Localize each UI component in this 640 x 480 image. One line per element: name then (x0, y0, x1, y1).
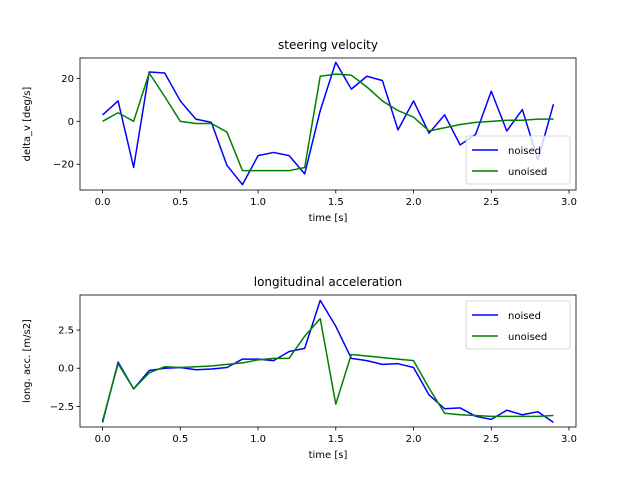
axes-frame (79, 294, 577, 428)
y-tick-label: 0 (68, 117, 74, 128)
legend-label: unoised (508, 332, 547, 343)
legend-label: noised (508, 311, 541, 322)
x-tick-label: 2.5 (483, 197, 499, 208)
x-tick-label: 1.5 (328, 197, 344, 208)
legend-label: noised (508, 146, 541, 157)
legend-box (465, 135, 571, 185)
x-tick-label: 3.0 (561, 197, 577, 208)
legend-label: unoised (508, 167, 547, 178)
y-axis-label: long. acc. [m/s2] (22, 319, 33, 403)
x-tick-label: 0.5 (172, 434, 188, 445)
x-tick-label: 0.5 (172, 197, 188, 208)
chart-panel-1: 0.0 0.5 1.0 1.5 2.0 2.5 3.0 −2.5 0.0 2.5 longitudi… (22, 275, 577, 461)
y-tick-label: 0.0 (58, 364, 74, 375)
x-tick-label: 0.0 (95, 197, 111, 208)
x-tick-label: 0.0 (95, 434, 111, 445)
series-line-unoised (102, 72, 554, 172)
x-tick-label: 1.5 (328, 434, 344, 445)
x-tick-label: 2.0 (406, 434, 422, 445)
y-tick-label: −20 (53, 160, 74, 171)
chart-panel-0: 0.0 0.5 1.0 1.5 2.0 2.5 3.0 −20 0 20 steering velo… (22, 38, 577, 224)
axes-frame (79, 57, 577, 191)
y-tick-label: 2.5 (58, 326, 74, 337)
x-tick-label: 1.0 (250, 197, 266, 208)
legend-box (465, 300, 571, 350)
chart-title: longitudinal acceleration (254, 275, 403, 289)
legend: noised unoised (465, 135, 571, 185)
series-line-unoised (101, 317, 554, 422)
series-line-noised (102, 61, 555, 186)
x-tick-label: 2.5 (483, 434, 499, 445)
x-tick-label: 3.0 (561, 434, 577, 445)
legend: noised unoised (465, 300, 571, 350)
y-axis-label: delta_v [deg/s] (22, 87, 33, 162)
x-axis-label: time [s] (309, 213, 348, 224)
y-tick-label: −2.5 (50, 402, 74, 413)
x-tick-label: 1.0 (250, 434, 266, 445)
y-tick-label: 20 (61, 74, 74, 85)
chart-title: steering velocity (278, 38, 378, 52)
x-tick-label: 2.0 (406, 197, 422, 208)
x-axis-label: time [s] (309, 450, 348, 461)
